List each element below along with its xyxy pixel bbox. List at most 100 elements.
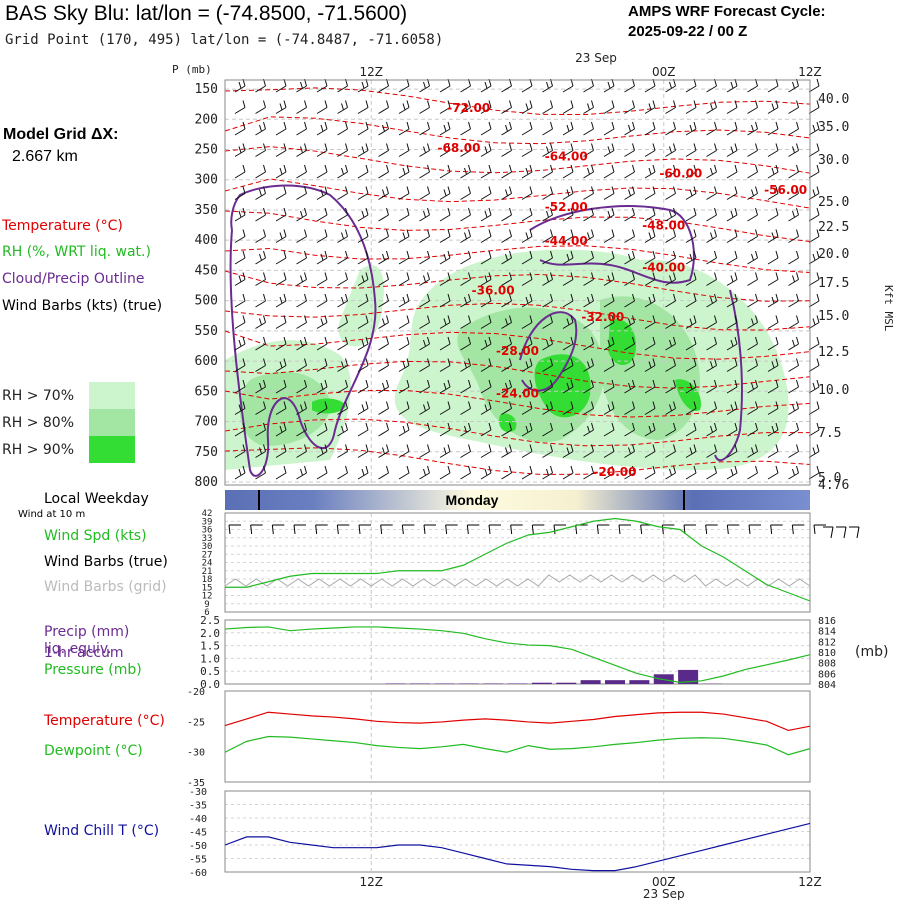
wind-barb (788, 143, 799, 157)
barb-flag (365, 336, 369, 345)
barb-flag (361, 404, 365, 412)
wind-barb (439, 336, 451, 351)
barb-staff (665, 85, 676, 93)
barb-staff (234, 343, 246, 351)
barb-staff (501, 472, 512, 480)
wind-tick-label: 36 (202, 526, 213, 536)
barb-flag (529, 207, 533, 216)
barb-flag (566, 447, 570, 455)
wind-barb (480, 100, 492, 114)
barb-staff (624, 257, 635, 265)
barb-flag (488, 250, 492, 259)
barb-staff (275, 236, 287, 243)
wind-barb (378, 229, 389, 243)
pressure-tick-label: 650 (195, 384, 218, 399)
wind-barb (255, 143, 266, 157)
pressure-tick-label: 800 (195, 475, 218, 490)
wind-barb (460, 250, 471, 265)
wind-barb (521, 358, 533, 372)
barb-flag (386, 121, 389, 130)
barb-staff (480, 343, 492, 351)
wind-tick-label: 15 (202, 583, 213, 593)
precip-bar (605, 680, 625, 684)
barb-flag (570, 250, 574, 259)
wind-barb (562, 379, 574, 394)
barb-flag (796, 164, 799, 173)
wind-barb (747, 164, 758, 179)
barb-flag (816, 465, 820, 474)
height-tick-label: 15.0 (818, 309, 849, 324)
wind-barb (583, 465, 594, 480)
wind-barb (234, 336, 246, 351)
barb-flag (427, 164, 430, 173)
barb-staff (275, 128, 287, 136)
barb-flag (365, 250, 369, 259)
barb-flag (693, 401, 697, 409)
barb-staff (460, 150, 471, 157)
barb-flag (447, 422, 451, 431)
wind-barb (316, 336, 328, 351)
barb-flag (591, 100, 594, 108)
wind-barb (685, 164, 697, 179)
barb-flag (468, 336, 471, 345)
barb-flag (689, 382, 693, 390)
barb-flag (816, 250, 820, 259)
barb-flag (447, 272, 451, 280)
barb-flag (304, 250, 307, 259)
legend-rh90: RH > 90% (2, 442, 75, 458)
barb-staff (337, 322, 348, 329)
barb-staff (296, 408, 307, 415)
barb-flag (591, 315, 594, 323)
barb-staff (542, 236, 553, 243)
barb-staff (747, 300, 758, 308)
height-tick-label: 35.0 (818, 120, 849, 135)
barb-staff (501, 451, 512, 458)
wind-barb (562, 293, 574, 308)
barb-flag (488, 358, 492, 366)
wind-barb (337, 315, 348, 329)
barb-flag (607, 210, 611, 218)
wind-tick-label: 42 (202, 509, 213, 519)
true-barb-flag (510, 524, 513, 535)
wind-barb (316, 100, 328, 114)
wind-barb (521, 272, 533, 286)
barb-flag (751, 253, 754, 261)
barb-flag (755, 100, 758, 108)
barb-staff (665, 451, 676, 458)
barb-staff (296, 451, 307, 458)
barb-staff (255, 85, 266, 93)
barb-staff (583, 451, 594, 458)
windchill-panel-frame (224, 790, 811, 873)
barb-flag (386, 207, 389, 216)
wind-barb (726, 444, 738, 458)
barb-staff (542, 472, 553, 480)
wind-barb (255, 401, 266, 415)
barb-flag (816, 78, 820, 87)
barb-flag (775, 315, 779, 323)
barb-staff (665, 257, 676, 265)
cloud-outline (229, 184, 377, 477)
barb-flag (591, 379, 594, 388)
barb-flag (632, 379, 635, 388)
barb-flag (628, 318, 631, 326)
barb-staff (644, 193, 656, 200)
barb-staff (316, 279, 328, 286)
barb-staff (767, 107, 779, 114)
rh70-swatch (89, 382, 135, 409)
barb-staff (460, 429, 471, 437)
barb-staff (644, 365, 656, 372)
wind-barb (747, 379, 758, 394)
barb-flag (365, 401, 369, 409)
barb-flag (734, 186, 738, 194)
barb-staff (480, 279, 492, 286)
wind-barb (603, 164, 615, 179)
barb-flag (406, 250, 410, 259)
barb-flag (447, 379, 451, 388)
wind-barb (788, 78, 799, 93)
barb-staff (644, 343, 656, 351)
wind-barb (624, 207, 635, 222)
barb-staff (624, 214, 635, 222)
time-tick-bottom: 12Z (798, 875, 822, 889)
wind-barb (501, 401, 512, 415)
barb-flag (755, 250, 758, 259)
